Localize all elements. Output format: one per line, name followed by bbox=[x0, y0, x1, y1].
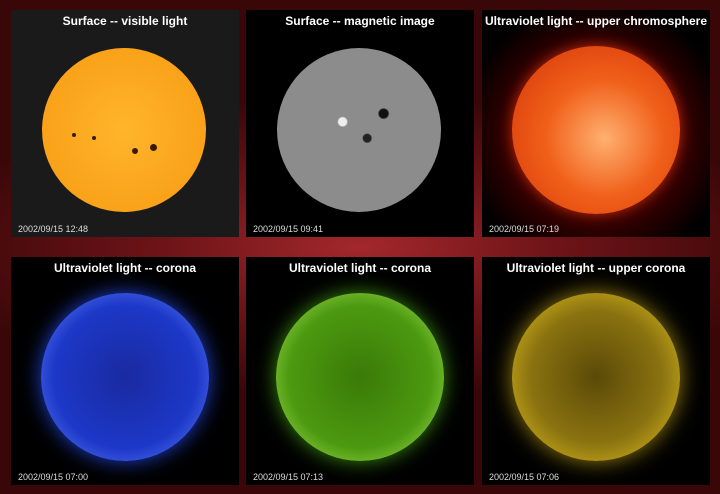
panel-visible-light: Surface -- visible light 2002/09/15 12:4… bbox=[11, 10, 239, 237]
timestamp: 2002/09/15 07:13 bbox=[253, 472, 324, 482]
panel-title: Ultraviolet light -- upper chromosphere bbox=[484, 14, 708, 28]
timestamp: 2002/09/15 07:06 bbox=[489, 472, 560, 482]
panel-corona-green: Ultraviolet light -- corona 2002/09/15 0… bbox=[246, 257, 474, 485]
sun-image bbox=[277, 48, 441, 212]
timestamp: 2002/09/15 12:48 bbox=[18, 224, 89, 234]
sun-image bbox=[42, 48, 206, 212]
timestamp: 2002/09/15 07:00 bbox=[18, 472, 89, 482]
panel-magnetic-image: Surface -- magnetic image 2002/09/15 09:… bbox=[246, 10, 474, 237]
panel-title: Surface -- visible light bbox=[62, 14, 188, 28]
panel-corona-blue: Ultraviolet light -- corona 2002/09/15 0… bbox=[11, 257, 239, 485]
timestamp: 2002/09/15 09:41 bbox=[253, 224, 324, 234]
sun-image bbox=[41, 293, 209, 461]
panel-title: Ultraviolet light -- corona bbox=[288, 261, 431, 275]
timestamp: 2002/09/15 07:19 bbox=[489, 224, 560, 234]
sun-image bbox=[276, 293, 444, 461]
sun-image bbox=[512, 46, 680, 214]
panel-upper-corona: Ultraviolet light -- upper corona 2002/0… bbox=[482, 257, 710, 485]
panel-title: Ultraviolet light -- corona bbox=[53, 261, 196, 275]
panel-title: Surface -- magnetic image bbox=[285, 14, 435, 28]
sun-image bbox=[512, 293, 680, 461]
panel-title: Ultraviolet light -- upper corona bbox=[506, 261, 686, 275]
panel-upper-chromosphere: Ultraviolet light -- upper chromosphere … bbox=[482, 10, 710, 237]
